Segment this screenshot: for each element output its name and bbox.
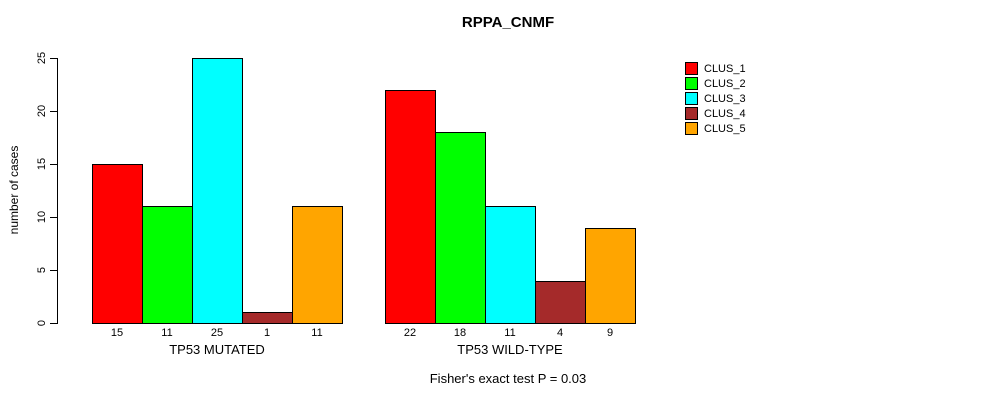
- legend-label: CLUS_4: [704, 107, 746, 120]
- bar-value-label: 1: [263, 327, 271, 339]
- y-tick-mark: [50, 111, 57, 112]
- bar-value-label: 18: [453, 327, 467, 339]
- legend-label: CLUS_1: [704, 62, 746, 75]
- y-tick-mark: [50, 270, 57, 271]
- bar-clus_3-tp53-mutated: [192, 58, 243, 324]
- bar-value-label: 11: [504, 327, 516, 339]
- legend-swatch-clus_2: [685, 77, 698, 90]
- bar-value-label: 11: [311, 327, 323, 339]
- bar-clus_1-tp53-mutated: [92, 164, 143, 324]
- y-tick-label: 10: [36, 210, 48, 224]
- y-tick-label: 0: [36, 319, 48, 327]
- bar-clus_1-tp53-wild-type: [385, 89, 436, 324]
- bar-clus_3-tp53-wild-type: [485, 206, 536, 324]
- legend-entry-clus_2: CLUS_2: [685, 76, 746, 91]
- bar-value-label: 4: [556, 327, 564, 339]
- bar-value-label: 15: [110, 327, 124, 339]
- bar-clus_5-tp53-wild-type: [585, 227, 636, 324]
- legend-label: CLUS_2: [704, 77, 746, 90]
- legend-entry-clus_3: CLUS_3: [685, 91, 746, 106]
- legend-swatch-clus_1: [685, 62, 698, 75]
- y-tick-label: 20: [36, 104, 48, 118]
- legend-swatch-clus_4: [685, 107, 698, 120]
- group-label-tp53-wild-type: TP53 WILD-TYPE: [457, 342, 563, 357]
- bar-clus_4-tp53-mutated: [242, 312, 293, 324]
- legend-entry-clus_1: CLUS_1: [685, 61, 746, 76]
- legend: CLUS_1 CLUS_2 CLUS_3 CLUS_4 CLUS_5: [685, 61, 746, 136]
- bar-clus_4-tp53-wild-type: [535, 280, 586, 324]
- legend-swatch-clus_3: [685, 92, 698, 105]
- chart-title: RPPA_CNMF: [461, 14, 555, 31]
- bar-value-label: 22: [403, 327, 417, 339]
- bar-clus_2-tp53-mutated: [142, 206, 193, 324]
- bar-clus_2-tp53-wild-type: [435, 132, 486, 324]
- y-axis-line: [57, 58, 58, 324]
- legend-swatch-clus_5: [685, 122, 698, 135]
- legend-entry-clus_5: CLUS_5: [685, 121, 746, 136]
- fisher-test-annotation: Fisher's exact test P = 0.03: [429, 371, 587, 386]
- bar-value-label: 9: [606, 327, 614, 339]
- y-tick-label: 15: [36, 157, 48, 171]
- legend-label: CLUS_5: [704, 122, 746, 135]
- y-tick-mark: [50, 217, 57, 218]
- group-label-tp53-mutated: TP53 MUTATED: [169, 342, 265, 357]
- legend-entry-clus_4: CLUS_4: [685, 106, 746, 121]
- y-tick-mark: [50, 323, 57, 324]
- legend-label: CLUS_3: [704, 92, 746, 105]
- bar-value-label: 25: [210, 327, 224, 339]
- y-tick-mark: [50, 164, 57, 165]
- bar-clus_5-tp53-mutated: [292, 206, 343, 324]
- y-tick-mark: [50, 58, 57, 59]
- y-tick-label: 5: [36, 266, 48, 274]
- y-tick-label: 25: [36, 51, 48, 65]
- bar-value-label: 11: [161, 327, 173, 339]
- y-axis-title: number of cases: [7, 145, 21, 235]
